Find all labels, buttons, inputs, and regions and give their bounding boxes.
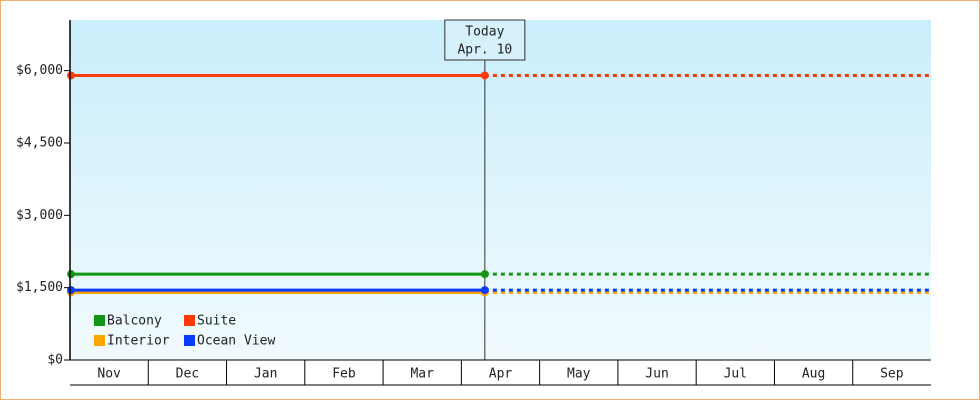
today-box — [444, 19, 526, 61]
y-tick-label: $1,500 — [16, 280, 63, 295]
x-tick-label: Mar — [410, 367, 434, 382]
x-tick-label: Apr — [489, 367, 513, 382]
y-tick-label: $3,000 — [16, 208, 63, 223]
x-tick-label: Dec — [176, 367, 199, 382]
legend-swatch — [184, 335, 195, 346]
series-point — [67, 270, 75, 279]
x-tick-label: May — [567, 367, 591, 382]
x-tick-label: Sep — [880, 367, 904, 382]
legend-label: Interior — [107, 334, 170, 349]
y-tick-label: $6,000 — [16, 63, 63, 78]
series-point — [67, 71, 75, 80]
today-date: Apr. 10 — [457, 43, 512, 58]
x-tick-label: Feb — [332, 367, 356, 382]
series-point — [480, 71, 489, 80]
y-tick-label: $0 — [47, 353, 63, 368]
x-tick-label: Jul — [724, 367, 747, 382]
series-point — [480, 286, 489, 295]
plot-background — [70, 20, 931, 360]
x-tick-label: Jun — [645, 367, 668, 382]
x-tick-label: Jan — [254, 367, 277, 382]
legend-swatch — [184, 315, 195, 326]
x-tick-label: Nov — [97, 367, 121, 382]
today-label: Today — [465, 25, 504, 40]
legend-swatch — [94, 335, 105, 346]
x-tick-label: Aug — [802, 367, 825, 382]
legend-swatch — [94, 315, 105, 326]
y-tick-label: $4,500 — [16, 135, 63, 150]
series-point — [480, 270, 489, 279]
legend-label: Ocean View — [197, 334, 275, 349]
legend-label: Suite — [197, 314, 236, 329]
legend-label: Balcony — [107, 314, 162, 329]
